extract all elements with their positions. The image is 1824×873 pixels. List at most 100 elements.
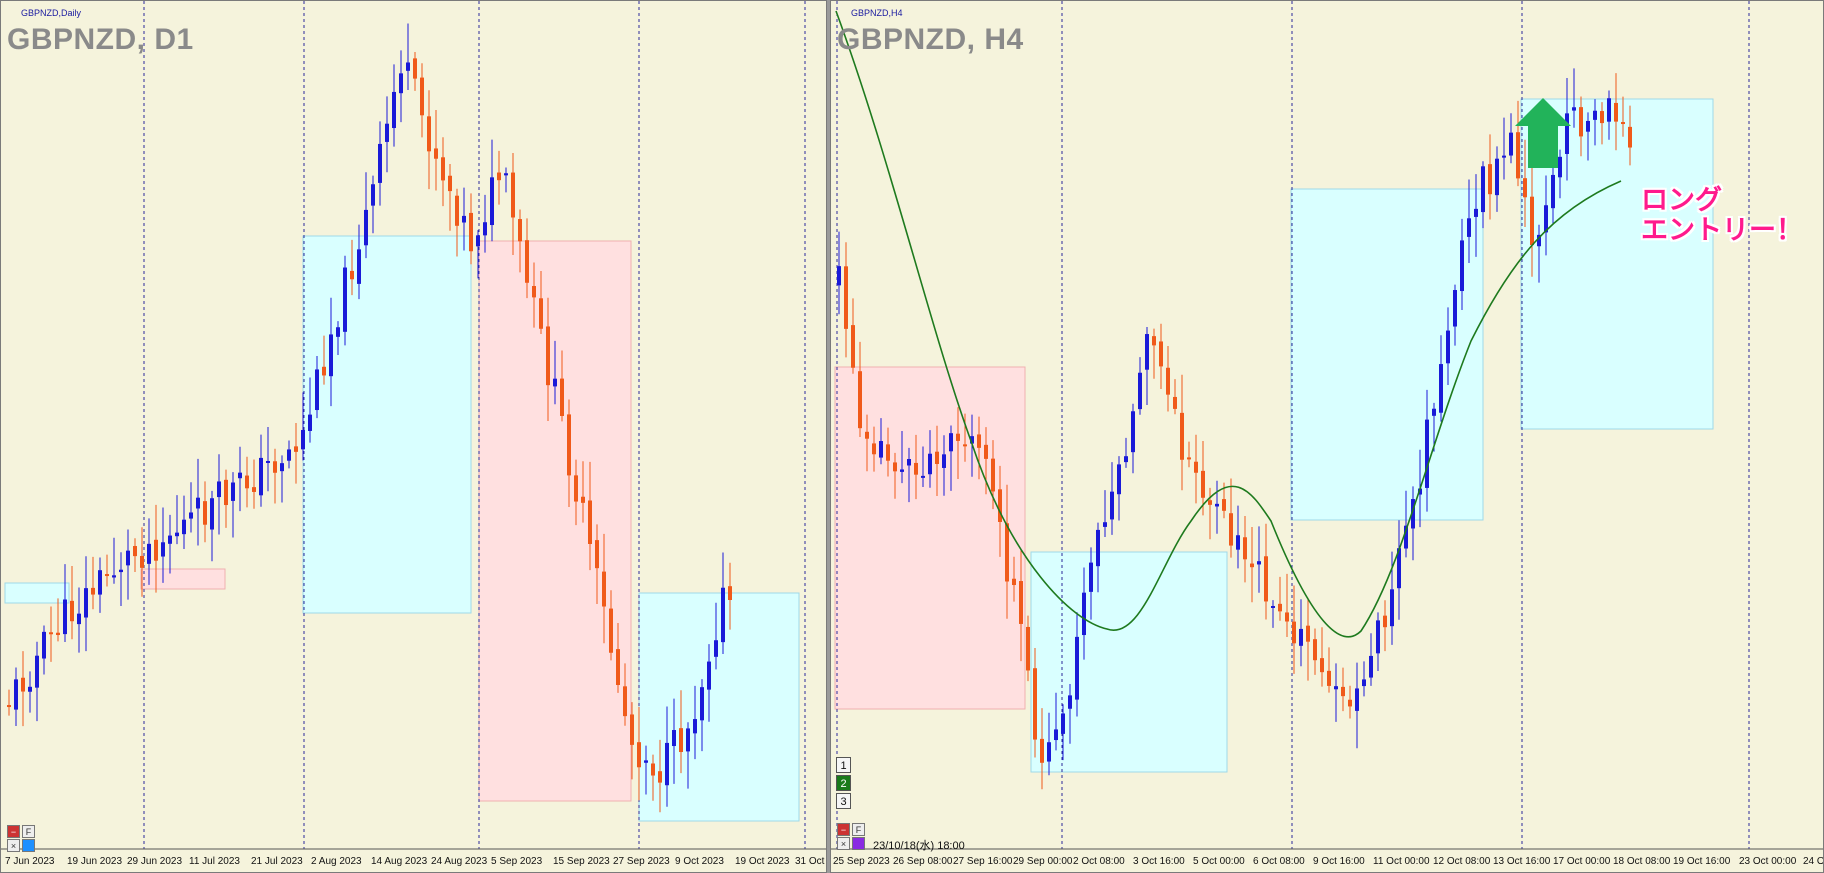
h4-candle: [886, 444, 890, 461]
h4-candle: [1306, 625, 1310, 642]
daily-candle: [21, 677, 25, 692]
daily-candle: [511, 172, 515, 218]
daily-candle: [371, 184, 375, 206]
supply-demand-zone: [140, 568, 226, 590]
x-tick-label: 29 Jun 2023: [127, 856, 183, 867]
h4-candle: [1502, 155, 1506, 158]
x-tick-label: 18 Oct 08:00: [1613, 856, 1671, 867]
daily-candle: [378, 143, 382, 183]
minimize-icon[interactable]: −: [837, 823, 850, 836]
daily-candle: [224, 479, 228, 506]
h4-candle: [1012, 578, 1016, 586]
daily-chart-canvas[interactable]: [1, 1, 827, 873]
daily-candle: [140, 555, 144, 568]
daily-candle: [532, 286, 536, 298]
x-tick-label: 5 Oct 00:00: [1193, 856, 1245, 867]
scroll-icon[interactable]: [22, 839, 35, 852]
daily-candle: [308, 414, 312, 431]
h4-candle: [1607, 98, 1611, 122]
daily-candle: [651, 763, 655, 776]
x-tick-label: 3 Oct 16:00: [1133, 856, 1185, 867]
h4-candle: [956, 433, 960, 441]
h4-candle: [1054, 729, 1058, 741]
daily-candle: [623, 686, 627, 717]
panel-f-button[interactable]: F: [852, 823, 865, 836]
scroll-icon[interactable]: [852, 837, 865, 850]
h4-candle: [1250, 563, 1254, 568]
panel-f-button[interactable]: F: [22, 825, 35, 838]
daily-candle: [63, 599, 67, 635]
daily-candle: [189, 512, 193, 519]
moving-average-line: [835, 10, 1622, 638]
h4-candle: [1551, 174, 1555, 209]
daily-candle: [483, 222, 487, 236]
daily-candle: [273, 461, 277, 473]
h4-candle: [1208, 500, 1212, 505]
daily-candle: [182, 519, 186, 535]
daily-candle: [343, 267, 347, 332]
h4-candle: [1187, 457, 1191, 460]
annotation-line-2: エントリー！: [1641, 215, 1803, 245]
window-splitter[interactable]: [827, 0, 830, 873]
daily-candle: [686, 728, 690, 752]
close-icon[interactable]: ×: [837, 837, 850, 850]
h4-candle: [1138, 372, 1142, 410]
daily-candle: [658, 771, 662, 783]
cursor-timestamp: 23/10/18(水) 18:00: [873, 840, 965, 852]
h4-candle: [872, 443, 876, 455]
timeframe-button-1[interactable]: 1: [836, 757, 851, 773]
h4-candle: [1558, 156, 1562, 178]
h4-candle: [935, 451, 939, 464]
h4-candle: [1173, 396, 1177, 409]
h4-candle: [1397, 548, 1401, 589]
h4-candle: [1516, 132, 1520, 179]
daily-candle: [420, 77, 424, 116]
h4-candle: [1019, 581, 1023, 624]
daily-candle: [252, 487, 256, 492]
daily-candle: [448, 175, 452, 192]
annotation-line-1: ロング: [1641, 185, 1722, 215]
x-tick-label: 27 Sep 2023: [613, 856, 670, 867]
h4-candle: [1488, 164, 1492, 195]
daily-candle: [329, 334, 333, 377]
h4-candle: [1327, 670, 1331, 686]
daily-candle: [413, 58, 417, 79]
h4-chart-window[interactable]: GBPNZD,H4 GBPNZD, H4 25 Sep 2023 26 Sep 0…: [830, 0, 1824, 873]
h4-candle: [858, 371, 862, 429]
h4-candle: [1145, 334, 1149, 370]
h4-candle: [1047, 742, 1051, 762]
h4-candle: [1418, 488, 1422, 495]
daily-chart-window[interactable]: GBPNZD,Daily GBPNZD, D1 7 Jun 2023 19 Jun…: [0, 0, 827, 873]
daily-candle: [161, 542, 165, 557]
daily-candle: [441, 157, 445, 181]
x-tick-label: 21 Jul 2023: [251, 856, 303, 867]
minimize-icon[interactable]: −: [7, 825, 20, 838]
supply-demand-zone: [302, 235, 472, 614]
h4-candle: [1530, 196, 1534, 246]
timeframe-button-2[interactable]: 2: [836, 775, 851, 791]
h4-candle: [963, 444, 967, 447]
x-tick-label: 25 Sep 2023: [833, 856, 890, 867]
h4-candle: [1110, 491, 1114, 520]
h4-candle: [1474, 208, 1478, 217]
daily-candle: [315, 369, 319, 411]
daily-candle: [679, 728, 683, 753]
h4-candle: [1103, 522, 1107, 527]
h4-chart-canvas[interactable]: [831, 1, 1824, 873]
h4-candle: [1040, 738, 1044, 763]
close-icon[interactable]: ×: [7, 839, 20, 852]
h4-candle: [1033, 668, 1037, 740]
h4-candle: [1061, 713, 1065, 734]
daily-candle: [665, 742, 669, 786]
timeframe-button-3[interactable]: 3: [836, 793, 851, 809]
daily-candle: [700, 687, 704, 721]
h4-candle: [1460, 240, 1464, 292]
daily-candle: [336, 327, 340, 337]
x-tick-label: 2 Aug 2023: [311, 856, 362, 867]
h4-candle: [1509, 132, 1513, 156]
daily-candle: [392, 91, 396, 129]
h4-candle: [1271, 605, 1275, 608]
h4-candle: [1334, 686, 1338, 690]
daily-candle: [609, 608, 613, 653]
daily-candle: [217, 481, 221, 498]
